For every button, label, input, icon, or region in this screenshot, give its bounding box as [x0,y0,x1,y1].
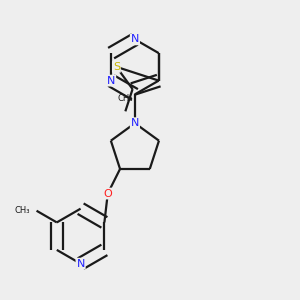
Text: N: N [107,76,115,85]
Text: S: S [113,62,120,72]
Text: O: O [103,189,112,199]
Text: N: N [131,118,139,128]
Text: N: N [131,34,139,44]
Text: CH₃: CH₃ [14,206,30,215]
Text: N: N [76,259,85,269]
Text: CH₃: CH₃ [118,94,133,103]
